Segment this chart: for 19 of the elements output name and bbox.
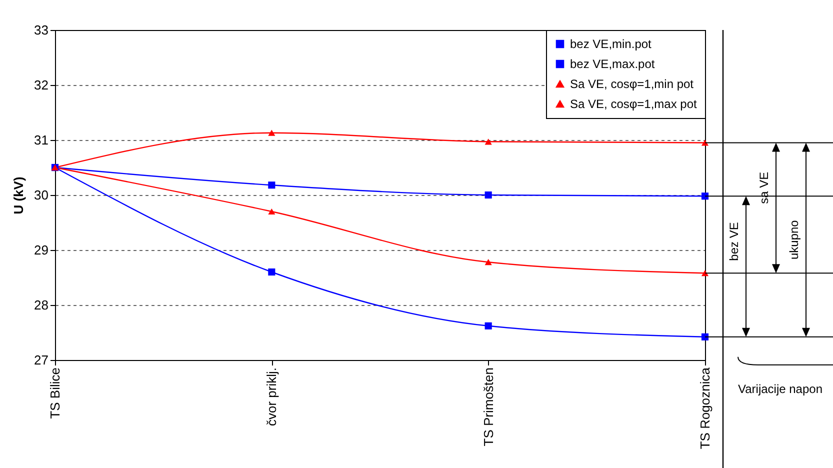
text: Varijacije napon [738, 382, 822, 396]
x-tick-label: TS Rogoznica [698, 366, 712, 450]
y-tick-label: 30 [34, 188, 48, 202]
y-tick-label: 32 [34, 78, 48, 92]
y-tick-label: 28 [34, 298, 48, 312]
text: ukupno [787, 220, 801, 260]
y-tick-label: 33 [34, 22, 48, 38]
x-tick-label: čvor priklj. [264, 368, 280, 426]
y-tick-label: 27 [34, 352, 48, 368]
legend-label: Sa VE, cosφ=1,min pot [570, 77, 694, 91]
legend-label: bez VE,max.pot [570, 57, 656, 71]
text: bez VE [727, 222, 741, 261]
y-axis-title: U (kV) [11, 176, 26, 214]
x-tick-label: TS Primošten [480, 368, 496, 446]
y-tick-label: 31 [34, 132, 48, 148]
legend-label: bez VE,min.pot [570, 37, 652, 51]
legend-label: Sa VE, cosφ=1,max pot [570, 97, 698, 111]
x-tick-label: TS Bilice [48, 368, 62, 419]
y-tick-label: 29 [34, 242, 48, 258]
